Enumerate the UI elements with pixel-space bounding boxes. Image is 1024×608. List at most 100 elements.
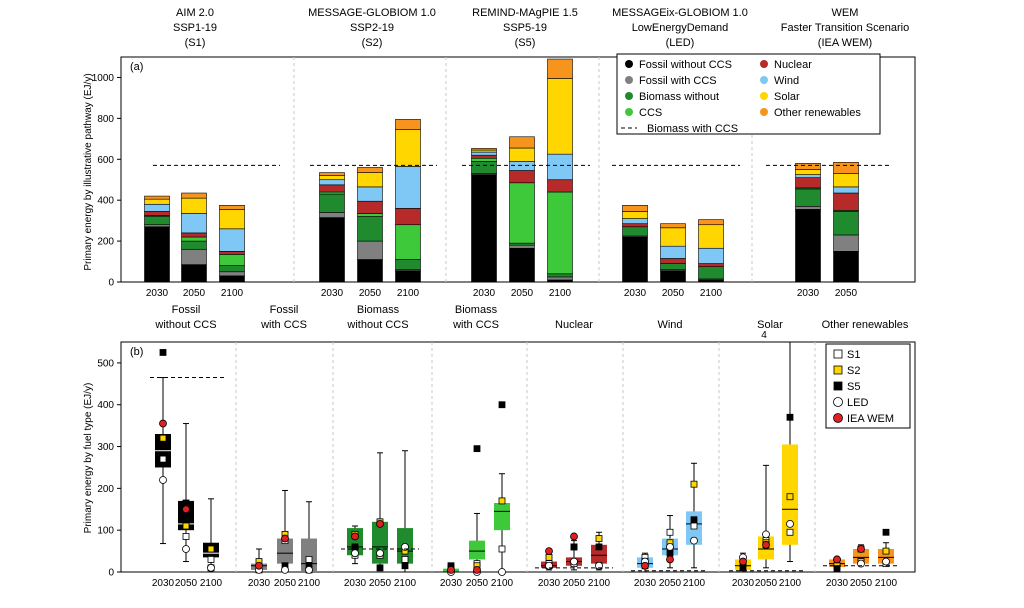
x-tick-label: 2030 — [152, 578, 175, 589]
scenario-marker-s5 — [182, 499, 190, 507]
legend-marker — [760, 92, 768, 100]
bar-segment — [319, 184, 345, 193]
bar-segment — [319, 217, 345, 283]
fuel-header-line1: Wind — [657, 319, 682, 331]
fuel-dividers — [235, 342, 816, 572]
x-tick-label: 2030 — [321, 288, 344, 299]
scenario-marker-iea — [545, 547, 553, 555]
legend-marker — [760, 60, 768, 68]
scenario-marker-led — [376, 549, 384, 558]
bar-segment — [547, 279, 573, 283]
scenario-marker-s2 — [786, 493, 794, 501]
bar-segment — [833, 211, 859, 236]
scenario-marker-iea — [351, 532, 359, 541]
bar-segment — [357, 216, 383, 242]
legend-label: CCS — [639, 107, 662, 119]
legend-marker — [833, 349, 843, 359]
bar-group — [310, 119, 437, 283]
bar-segment — [219, 275, 245, 283]
bar-segment — [219, 271, 245, 277]
y-tick-label: 100 — [97, 526, 114, 537]
bar-segment — [833, 162, 859, 174]
scenario-header-line2: SSP1-19 — [173, 22, 217, 34]
scenario-marker-iea — [762, 540, 770, 549]
bar-segment — [622, 223, 648, 228]
bar-segment — [547, 58, 573, 79]
scenario-marker-s1 — [690, 522, 698, 530]
legend-label: Biomass with CCS — [647, 123, 738, 135]
bar-segment — [357, 259, 383, 283]
bar-segment — [795, 174, 821, 178]
bar-segment — [698, 263, 724, 267]
fuel-header-line2: with CCS — [260, 319, 307, 331]
scenario-marker-s5 — [666, 549, 674, 557]
scenario-header-line1: REMIND-MAgPIE 1.5 — [472, 7, 578, 19]
scenario-header-line3: (S1) — [185, 37, 206, 49]
bar-segment — [660, 227, 686, 247]
panel-a: AIM 2.0 SSP1-19 (S1) MESSAGE-GLOBIOM 1.0 SSP… — [83, 7, 916, 299]
panel-a-legend-box — [616, 53, 881, 135]
x-tick-label: 2100 — [588, 578, 611, 589]
bar-segment — [547, 191, 573, 275]
bar-segment — [660, 258, 686, 264]
x-tick-label: 2030 — [344, 578, 367, 589]
scenario-marker-s1 — [159, 455, 167, 463]
scenario-marker-iea — [641, 561, 649, 570]
scenario-marker-s1 — [786, 528, 794, 536]
scenario-marker-s5 — [690, 516, 698, 524]
legend-label: LED — [847, 397, 868, 409]
bar-segment — [395, 208, 421, 226]
bar-group — [462, 58, 590, 283]
x-tick-label: 2030 — [634, 578, 657, 589]
bar-segment — [357, 186, 383, 202]
bar-segment — [395, 129, 421, 167]
y-tick-label: 400 — [97, 400, 114, 411]
legend-label: S1 — [847, 349, 860, 361]
scenario-marker-iea — [473, 566, 481, 574]
x-tick-label: 2030 — [732, 578, 755, 589]
bar-segment — [181, 236, 207, 242]
fuel-group — [443, 401, 510, 576]
y-tick-label: 1000 — [92, 73, 115, 84]
iqr-box — [494, 503, 510, 531]
fuel-header-line1: Nuclear — [555, 319, 593, 331]
scenario-marker-led — [351, 549, 359, 558]
scenario-marker-s5 — [376, 564, 384, 572]
legend-label: Nuclear — [774, 59, 812, 71]
bar-segment — [660, 223, 686, 229]
bar-segment — [795, 169, 821, 175]
scenario-marker-led — [570, 557, 578, 566]
fuel-header-line2: without CCS — [154, 319, 216, 331]
bar-segment — [219, 209, 245, 230]
box-plots — [150, 341, 900, 576]
x-tick-label: 2100 — [397, 288, 420, 299]
scenario-marker-led — [182, 545, 190, 553]
legend-label: Solar — [774, 91, 800, 103]
bar-segment — [181, 240, 207, 250]
legend-label: Other renewables — [774, 107, 861, 119]
scenario-header-line2: SSP5-19 — [503, 22, 547, 34]
bar-segment — [698, 279, 724, 283]
scenario-marker-s5 — [739, 564, 747, 572]
scenario-header-line2: LowEnergyDemand — [632, 22, 729, 34]
bar-segment — [181, 232, 207, 238]
bar-segment — [795, 177, 821, 189]
bar-segment — [144, 203, 170, 212]
scenario-header-line2: SSP2-19 — [350, 22, 394, 34]
legend-label: Biomass without — [639, 91, 719, 103]
x-tick-label: 2100 — [221, 288, 244, 299]
bar-segment — [144, 224, 170, 228]
scenario-marker-led — [498, 568, 506, 576]
x-tick-label: 2030 — [538, 578, 561, 589]
panel-a-label: (a) — [130, 61, 143, 73]
bar-segment — [357, 200, 383, 214]
bar-segment — [144, 226, 170, 283]
bar-segment — [219, 265, 245, 273]
bar-segment — [833, 192, 859, 211]
bar-segment — [219, 254, 245, 266]
panel-b-legend: S1 S2 S5 LED IEA WEM — [825, 343, 911, 429]
scenario-marker-iea — [376, 520, 384, 528]
scenario-marker-iea — [833, 555, 841, 564]
y-tick-label: 300 — [97, 442, 114, 453]
x-tick-label: 2030 — [797, 288, 820, 299]
